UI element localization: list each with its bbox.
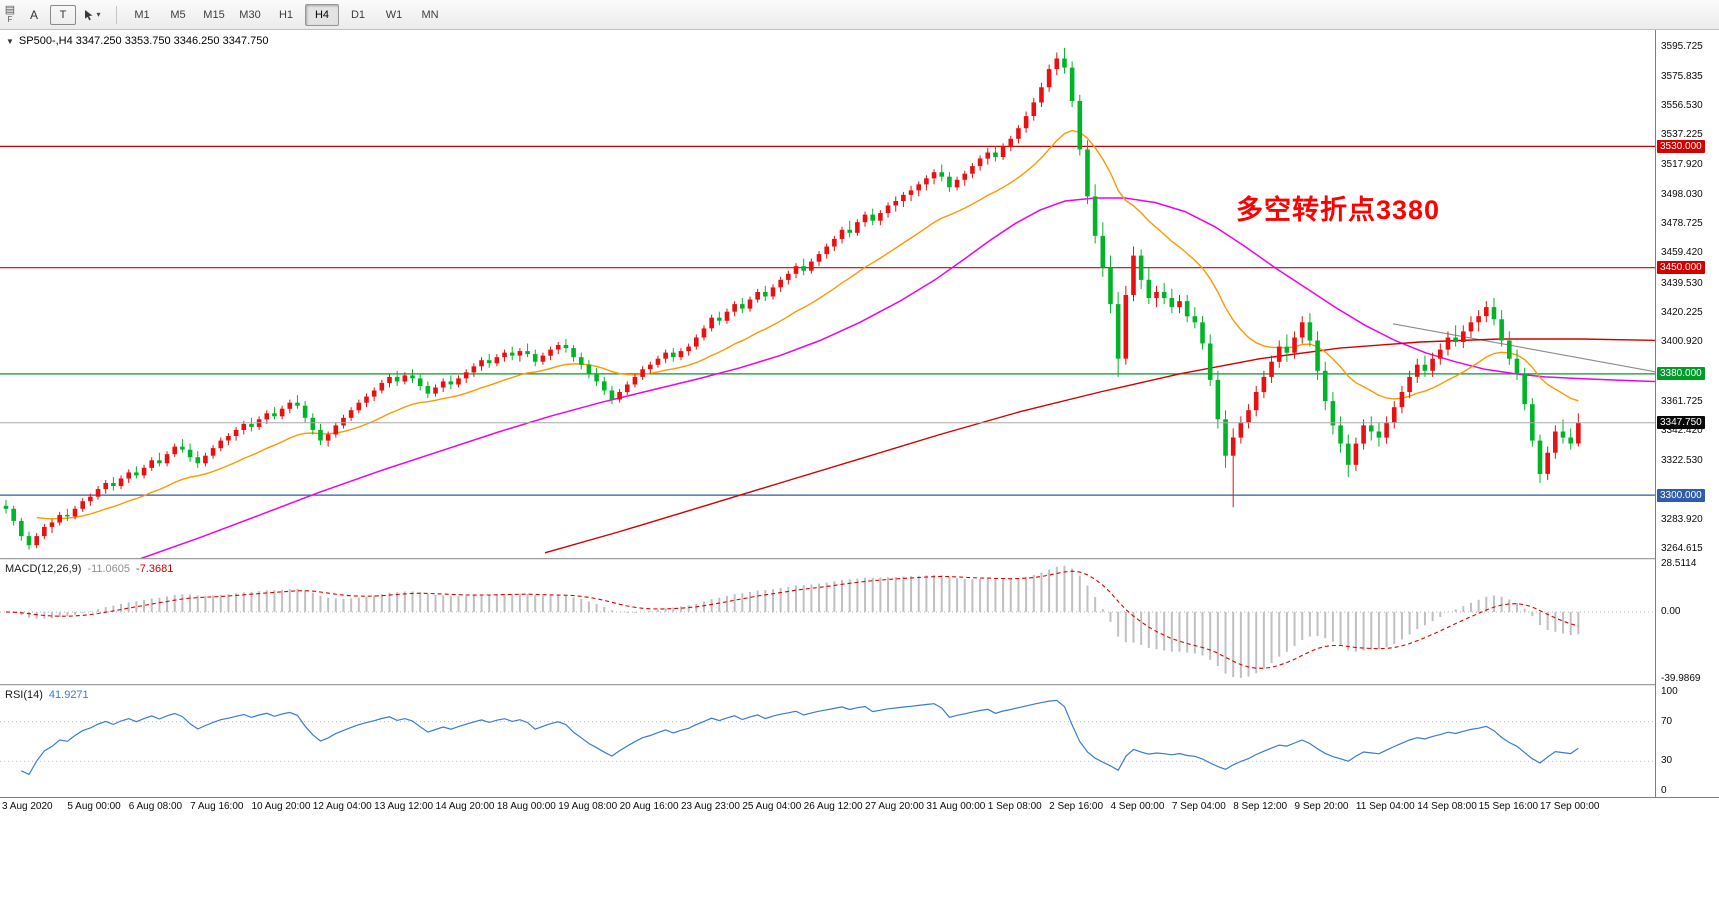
panel-splitter[interactable] bbox=[0, 684, 1719, 686]
level-price-tag: 3380.000 bbox=[1657, 367, 1705, 381]
panel-splitter[interactable] bbox=[0, 558, 1719, 560]
time-label: 27 Aug 20:00 bbox=[865, 801, 924, 812]
price-axis[interactable]: 3595.725 3575.835 3556.530 3537.225 3517.920… bbox=[1655, 30, 1719, 797]
time-label: 14 Sep 08:00 bbox=[1417, 801, 1477, 812]
tf-button-mn[interactable]: MN bbox=[421, 8, 439, 21]
time-axis[interactable]: 3 Aug 2020 5 Aug 00:00 6 Aug 08:00 7 Aug 16… bbox=[0, 797, 1719, 816]
annotation-text: 多空转折点3380 bbox=[1236, 195, 1441, 225]
price-tick: 3342.420 bbox=[1661, 424, 1703, 436]
macd-title: MACD(12,26,9) bbox=[5, 563, 82, 575]
time-label: 15 Sep 16:00 bbox=[1478, 801, 1539, 812]
time-label: 23 Aug 23:00 bbox=[680, 801, 740, 812]
price-tick: 3439.530 bbox=[1661, 277, 1703, 289]
price-tick: 3498.030 bbox=[1661, 188, 1703, 200]
macd-label: MACD(12,26,9) -11.0605 -7.3681 bbox=[5, 563, 173, 575]
chevron-down-icon: ▾ bbox=[96, 10, 101, 19]
time-label: 9 Sep 20:00 bbox=[1294, 801, 1349, 812]
time-label: 13 Aug 12:00 bbox=[374, 801, 434, 812]
time-label: 18 Aug 00:00 bbox=[496, 801, 556, 812]
price-tick: 3283.920 bbox=[1661, 513, 1703, 525]
tf-button-m30[interactable]: M30 bbox=[239, 8, 261, 21]
sidebar-toggle[interactable]: ▤ F bbox=[2, 1, 18, 29]
time-label: 26 Aug 12:00 bbox=[803, 801, 863, 812]
collapse-triangle-icon[interactable]: ▼ bbox=[6, 36, 14, 46]
price-tick: 3517.920 bbox=[1661, 158, 1703, 170]
tf-button-m5[interactable]: M5 bbox=[170, 8, 186, 21]
bid-price-tag: 3347.750 bbox=[1657, 416, 1705, 430]
time-label: 14 Aug 20:00 bbox=[435, 801, 495, 812]
rsi-scale-tick: 100 bbox=[1661, 685, 1678, 697]
time-label: 7 Aug 16:00 bbox=[190, 801, 244, 812]
time-label: 11 Sep 04:00 bbox=[1355, 801, 1415, 812]
price-tick: 3556.530 bbox=[1661, 100, 1703, 112]
macd-scale-tick: 28.5114 bbox=[1661, 558, 1697, 570]
panel-grid-icon: ▤ bbox=[4, 4, 16, 16]
price-tick: 3264.615 bbox=[1661, 542, 1703, 554]
macd-panel[interactable]: MACD(12,26,9) -11.0605 -7.3681 bbox=[0, 560, 1655, 684]
time-label: 3 Aug 2020 bbox=[2, 801, 53, 812]
time-label: 31 Aug 00:00 bbox=[926, 801, 986, 812]
tf-button-h1[interactable]: H1 bbox=[278, 8, 294, 21]
tf-button-h4[interactable]: H4 bbox=[305, 3, 339, 26]
price-tick: 3478.725 bbox=[1661, 218, 1703, 230]
price-tick: 3575.835 bbox=[1661, 70, 1703, 82]
time-label: 4 Sep 00:00 bbox=[1110, 801, 1165, 812]
time-label: 19 Aug 08:00 bbox=[558, 801, 618, 812]
rsi-title: RSI(14) bbox=[5, 689, 43, 701]
macd-chart[interactable] bbox=[0, 560, 1655, 684]
rsi-label: RSI(14) 41.9271 bbox=[5, 689, 89, 701]
price-tick: 3322.530 bbox=[1661, 454, 1703, 466]
macd-scale-tick: -39.9869 bbox=[1661, 672, 1701, 684]
price-tick: 3420.225 bbox=[1661, 306, 1703, 318]
symbol-ohlc-text: SP500-,H4 3347.250 3353.750 3346.250 334… bbox=[18, 35, 269, 47]
rsi-scale-tick: 70 bbox=[1661, 715, 1673, 727]
level-price-tag: 3530.000 bbox=[1657, 139, 1705, 153]
time-label: 1 Sep 08:00 bbox=[987, 801, 1042, 812]
macd-signal-value: -7.3681 bbox=[136, 563, 174, 575]
time-label: 7 Sep 04:00 bbox=[1171, 801, 1226, 812]
time-label: 8 Sep 12:00 bbox=[1233, 801, 1288, 812]
text-tool-button[interactable]: T bbox=[50, 4, 76, 25]
price-tick: 3459.420 bbox=[1661, 247, 1703, 259]
tf-button-d1[interactable]: D1 bbox=[350, 8, 366, 21]
rsi-scale-tick: 0 bbox=[1661, 785, 1667, 797]
symbol-ohlc-line: ▼ SP500-,H4 3347.250 3353.750 3346.250 3… bbox=[6, 35, 268, 47]
time-label: 25 Aug 04:00 bbox=[742, 801, 802, 812]
rsi-panel[interactable]: RSI(14) 41.9271 bbox=[0, 686, 1655, 797]
time-label: 20 Aug 16:00 bbox=[619, 801, 679, 812]
tf-button-w1[interactable]: W1 bbox=[385, 8, 403, 21]
time-label: 5 Aug 00:00 bbox=[67, 801, 121, 812]
cursor-icon bbox=[85, 9, 93, 20]
time-label: 2 Sep 16:00 bbox=[1049, 801, 1104, 812]
rsi-value: 41.9271 bbox=[48, 689, 89, 701]
price-tick: 3595.725 bbox=[1661, 40, 1703, 52]
main-chart-panel[interactable]: ▼ SP500-,H4 3347.250 3353.750 3346.250 3… bbox=[0, 30, 1655, 558]
rsi-scale-tick: 30 bbox=[1661, 755, 1673, 767]
tf-button-m1[interactable]: M1 bbox=[134, 8, 150, 21]
macd-value: -11.0605 bbox=[87, 563, 131, 575]
level-price-tag: 3450.000 bbox=[1657, 261, 1705, 275]
toolbar-separator bbox=[116, 5, 117, 24]
price-tick: 3361.725 bbox=[1661, 395, 1703, 407]
time-label: 10 Aug 20:00 bbox=[251, 801, 311, 812]
rsi-chart[interactable] bbox=[0, 686, 1655, 797]
macd-scale-tick: 0.00 bbox=[1661, 605, 1681, 617]
time-label: 12 Aug 04:00 bbox=[312, 801, 372, 812]
price-tick: 3537.225 bbox=[1661, 129, 1703, 141]
time-label: 17 Sep 00:00 bbox=[1540, 801, 1600, 812]
f-label: F bbox=[7, 15, 13, 24]
candlestick-chart[interactable] bbox=[0, 30, 1655, 558]
level-price-tag: 3300.000 bbox=[1657, 488, 1705, 502]
toolbar: ▤ F A T ▾ M1 M5 M15 M30 H1 H4 D1 W1 MN bbox=[0, 0, 1719, 30]
price-tick: 3400.920 bbox=[1661, 336, 1703, 348]
time-label: 6 Aug 08:00 bbox=[128, 801, 183, 812]
arrange-a-button[interactable]: A bbox=[29, 7, 38, 22]
cursor-tool-dropdown[interactable]: ▾ bbox=[78, 3, 106, 27]
tf-button-m15[interactable]: M15 bbox=[203, 8, 225, 21]
